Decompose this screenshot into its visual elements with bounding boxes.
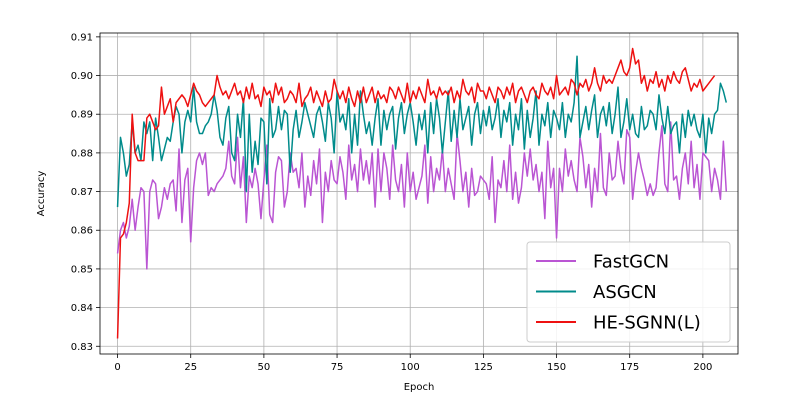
x-tick-label: 0 [114,362,120,373]
legend-label-he-sgnn-l: HE-SGNN(L) [593,313,701,334]
series-line-asgcn [116,55,728,208]
x-tick-label: 200 [693,362,712,373]
x-axis-label: Epoch [404,382,435,393]
series-line-fastgcn [116,121,728,270]
legend: FastGCN ASGCN HE-SGNN(L) [526,241,731,343]
y-axis-label: Accuracy [36,171,47,217]
legend-label-asgcn: ASGCN [593,282,657,303]
x-tick-label: 125 [474,362,493,373]
y-tick-label: 0.83 [71,342,93,353]
y-tick-label: 0.87 [71,187,93,198]
axis-ticks: 0 25 50 75 100 125 150 175 200 0.83 0.84 0.85 0.86 0.… [71,32,713,373]
series-line-he-sgnn-l [116,47,716,339]
y-tick-label: 0.85 [71,264,93,275]
y-tick-label: 0.90 [71,71,93,82]
x-tick-label: 75 [331,362,344,373]
x-tick-label: 25 [184,362,197,373]
y-tick-label: 0.86 [71,226,93,237]
y-tick-label: 0.91 [71,32,93,43]
x-tick-label: 50 [258,362,271,373]
legend-label-fastgcn: FastGCN [593,252,669,273]
y-tick-label: 0.84 [71,303,93,314]
plot-frame [99,32,739,355]
x-tick-label: 150 [547,362,566,373]
series-lines [116,47,728,339]
y-tick-label: 0.88 [71,148,93,159]
legend-box [526,241,731,343]
y-tick-label: 0.89 [71,110,93,121]
x-tick-label: 175 [620,362,639,373]
x-tick-label: 100 [401,362,420,373]
